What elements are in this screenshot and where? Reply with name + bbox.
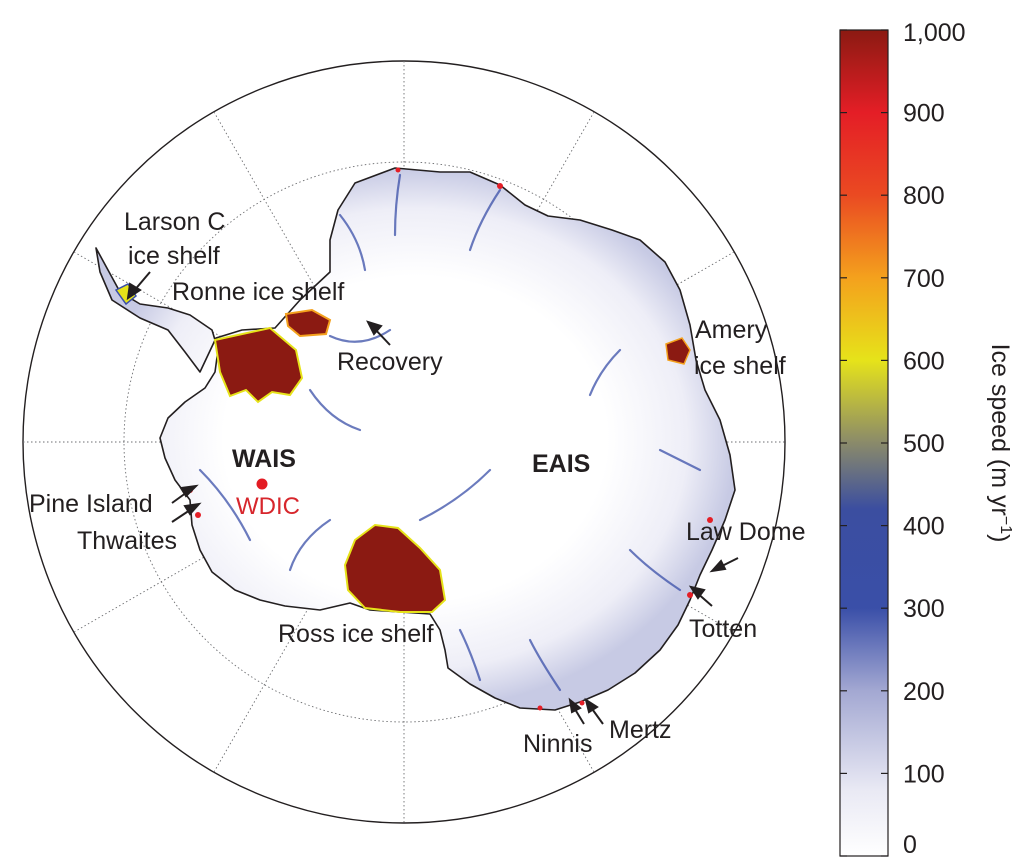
colorbar-tick-label: 1,000 xyxy=(903,19,966,47)
colorbar-gradient xyxy=(839,29,889,857)
colorbar-ticks: 1,000 900 800 700 600 500 400 300 200 100 0 xyxy=(840,19,966,859)
antarctica-outline xyxy=(95,167,736,711)
label-amery-2: ice shelf xyxy=(694,352,786,380)
label-wais: WAIS xyxy=(232,445,296,473)
amery-shelf-fill xyxy=(665,337,691,365)
ice-flow xyxy=(114,167,713,711)
flow-streams xyxy=(198,173,702,692)
colorbar-tick-label: 700 xyxy=(903,265,945,293)
coast-fast-flow xyxy=(187,167,713,711)
label-ninnis: Ninnis xyxy=(523,730,592,758)
ronne-shelf-fill xyxy=(213,326,304,404)
colorbar-tick-label: 800 xyxy=(903,182,945,210)
filchner-shelf-fill xyxy=(284,308,332,338)
label-eais: EAIS xyxy=(532,450,590,478)
label-thwaites: Thwaites xyxy=(77,527,177,555)
label-totten: Totten xyxy=(689,615,757,643)
colorbar-title-sup: −1 xyxy=(997,516,1014,534)
label-law-dome: Law Dome xyxy=(686,518,806,546)
label-wdic: WDIC xyxy=(236,493,300,520)
colorbar-tick-label: 900 xyxy=(903,100,945,128)
wdic-marker xyxy=(256,478,268,490)
label-amery-1: Amery xyxy=(695,316,768,344)
colorbar: 1,000 900 800 700 600 500 400 300 200 100 0 Ice sp… xyxy=(839,19,1014,859)
colorbar-title: Ice speed (m yr−1) xyxy=(986,344,1014,543)
colorbar-tick-label: 100 xyxy=(903,760,945,788)
antarctica xyxy=(95,167,736,711)
colorbar-tick-label: 500 xyxy=(903,430,945,458)
label-pine-island: Pine Island xyxy=(29,490,153,518)
label-recovery: Recovery xyxy=(337,348,443,376)
colorbar-tick-label: 400 xyxy=(903,513,945,541)
arrows xyxy=(126,271,739,725)
colorbar-tick-label: 200 xyxy=(903,678,945,706)
label-ross: Ross ice shelf xyxy=(278,620,434,648)
colorbar-tick-label: 0 xyxy=(903,831,917,859)
label-ronne: Ronne ice shelf xyxy=(172,278,344,306)
label-larson-1: Larson C xyxy=(124,208,225,236)
label-mertz: Mertz xyxy=(609,716,672,744)
label-larson-2: ice shelf xyxy=(128,242,220,270)
ross-shelf-fill xyxy=(343,523,447,613)
map-labels: WAIS EAIS WDIC Larson C ice shelf Ronne … xyxy=(29,208,806,758)
colorbar-tick-label: 300 xyxy=(903,595,945,623)
colorbar-title-close: ) xyxy=(986,534,1014,542)
colorbar-tick-label: 600 xyxy=(903,347,945,375)
